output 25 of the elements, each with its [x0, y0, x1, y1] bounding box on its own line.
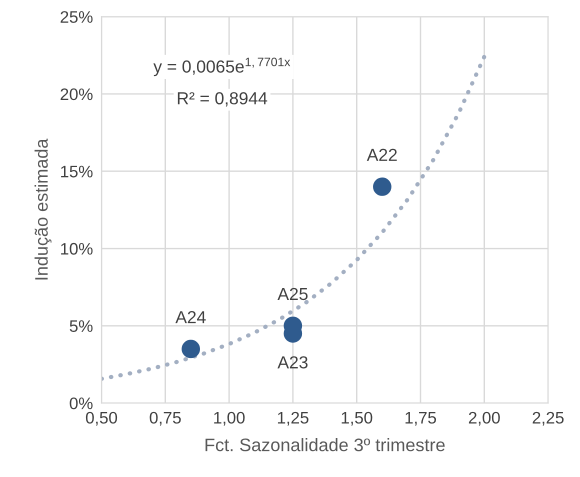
y-tick-label: 0%	[70, 397, 93, 410]
line-series	[102, 54, 486, 381]
y-tick-label: 25%	[60, 11, 93, 23]
annotation: A24	[175, 311, 206, 324]
y-tick-label: 20%	[60, 88, 93, 100]
y-axis-title: Indução estimada	[34, 138, 52, 280]
point	[373, 177, 392, 196]
y-tick-label: 5%	[70, 320, 93, 332]
annotation: A23	[277, 356, 308, 368]
annotation: R² = 0,8944	[178, 92, 268, 106]
x-tick-label: 0,75	[150, 412, 181, 426]
y-tick-label: 10%	[61, 242, 93, 255]
x-tick-label: 1,25	[278, 412, 308, 426]
x-tick-label: 1,00	[214, 412, 245, 426]
x-axis-title: Fct. Sazonalidade 3º trimestre	[206, 438, 445, 452]
y-tick-label: 15%	[61, 166, 93, 178]
x-tick-label: 2,00	[468, 412, 500, 426]
x-tick-label: 2,25	[532, 412, 564, 426]
x-tick-label: 1,75	[406, 412, 436, 426]
x-tick-label: 0,50	[86, 412, 118, 426]
point	[182, 340, 200, 358]
annotation: A25	[277, 288, 308, 300]
x-tick-label: 1,50	[342, 412, 372, 426]
annotation: y = 0,0065e$^{1,7701x}$	[153, 58, 290, 76]
annotation: A22	[366, 148, 397, 161]
